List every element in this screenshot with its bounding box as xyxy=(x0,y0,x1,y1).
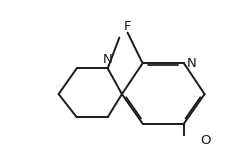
Text: O: O xyxy=(200,134,210,147)
Text: F: F xyxy=(124,20,131,33)
Text: N: N xyxy=(103,53,113,66)
Text: N: N xyxy=(187,57,197,70)
